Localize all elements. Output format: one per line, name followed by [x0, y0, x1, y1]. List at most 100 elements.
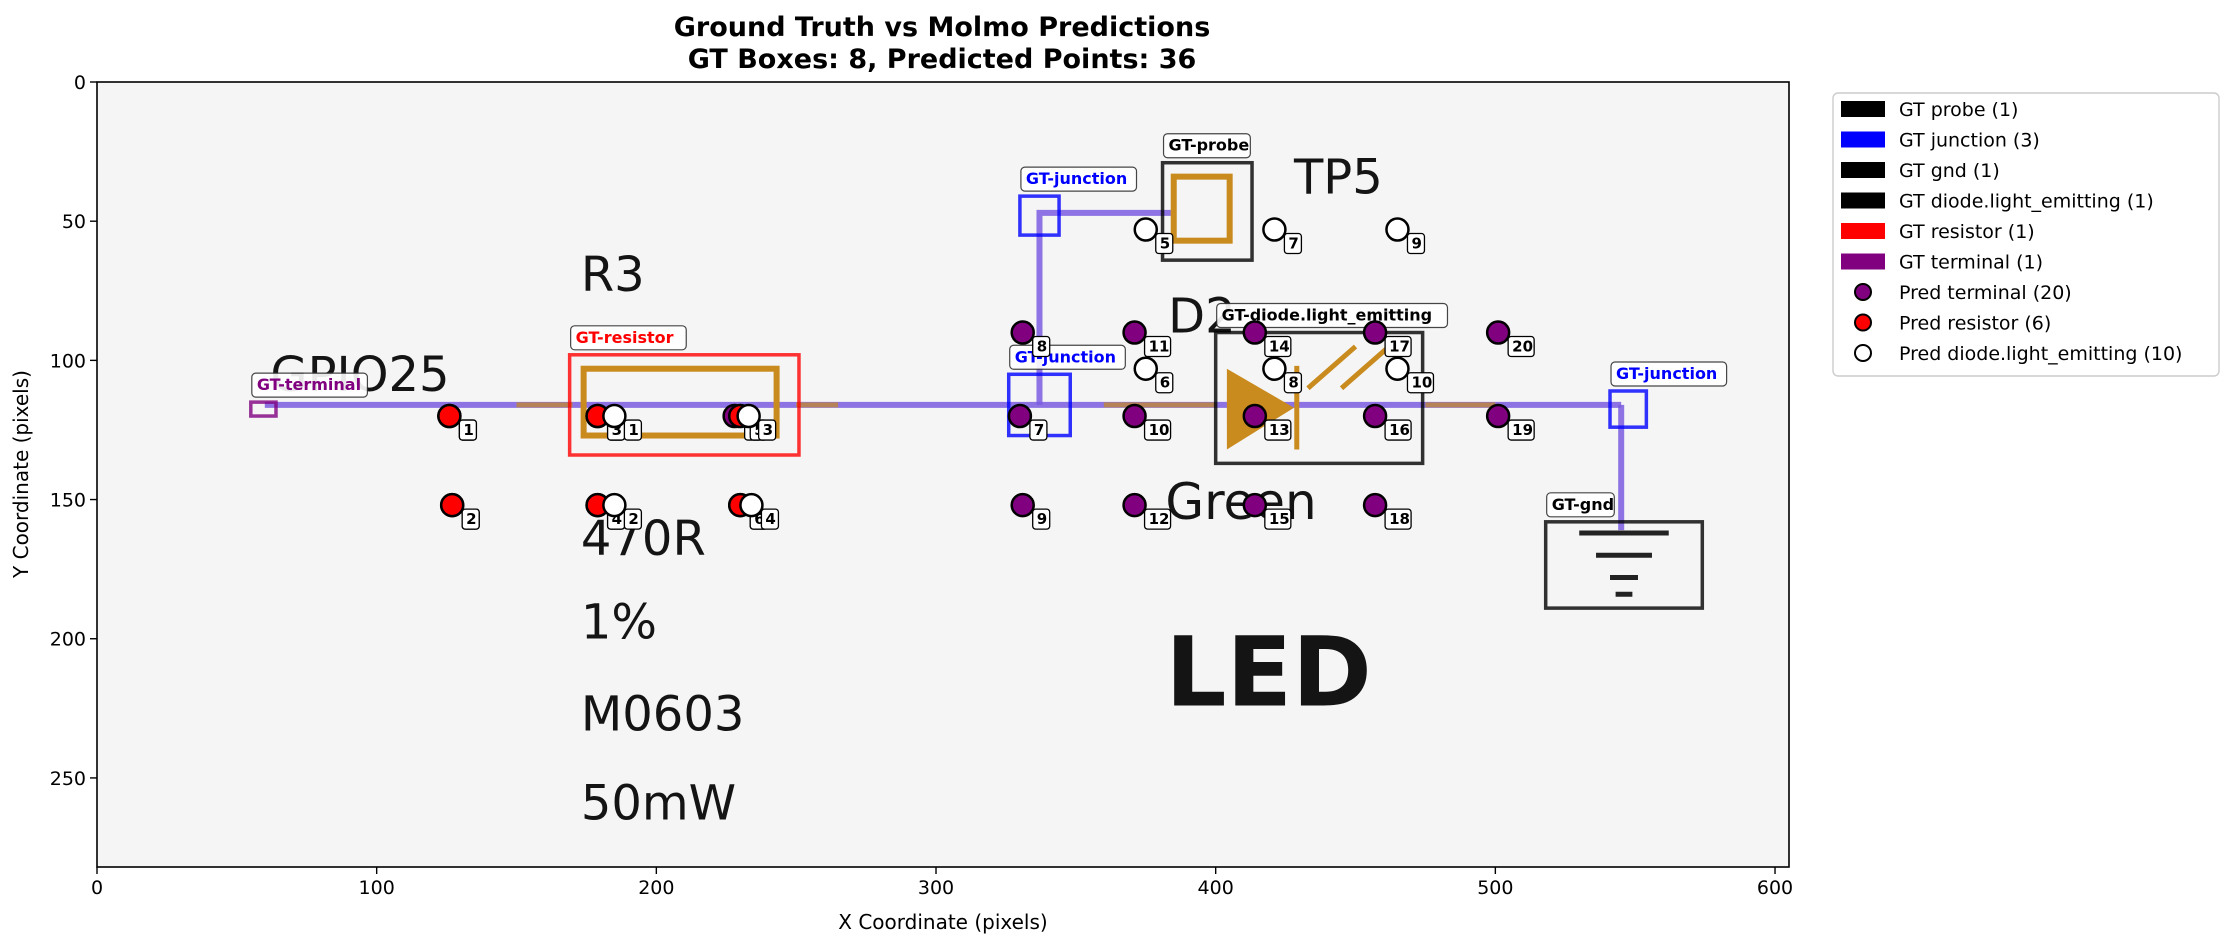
pred-point-label: 10: [1411, 374, 1432, 392]
x-tick-label: 200: [638, 877, 674, 899]
pred-point-label: 16: [1389, 421, 1410, 439]
schematic-label: M0603: [581, 687, 745, 743]
gt-label: GT-resistor: [576, 328, 674, 347]
pred-point: [1263, 358, 1285, 380]
y-tick-label: 200: [50, 629, 86, 651]
pred-point: [1487, 405, 1509, 427]
x-tick-label: 400: [1198, 877, 1234, 899]
legend-label: GT terminal (1): [1899, 252, 2043, 274]
y-tick-label: 100: [50, 350, 86, 372]
plot-background: [97, 82, 1789, 867]
pred-point: [1135, 219, 1157, 241]
pred-point: [1124, 494, 1146, 516]
pred-point-label: 20: [1512, 338, 1533, 356]
legend-swatch: [1841, 254, 1885, 270]
pred-point-label: 3: [763, 421, 773, 439]
legend-marker: [1855, 284, 1871, 300]
legend-swatch: [1841, 162, 1885, 178]
pred-point: [1263, 219, 1285, 241]
y-tick-label: 0: [74, 72, 86, 94]
pred-point: [1487, 322, 1509, 344]
gt-label: GT-probe: [1169, 136, 1250, 155]
pred-point-label: 14: [1269, 338, 1290, 356]
x-tick-label: 0: [91, 877, 103, 899]
pred-point-label: 1: [463, 421, 473, 439]
pred-point: [740, 494, 762, 516]
legend-label: Pred resistor (6): [1899, 313, 2051, 335]
pred-point-label: 15: [1269, 510, 1290, 528]
pred-point: [603, 405, 625, 427]
chart-subtitle: GT Boxes: 8, Predicted Points: 36: [688, 44, 1197, 75]
legend-label: GT junction (3): [1899, 130, 2040, 152]
pred-point-label: 2: [628, 510, 638, 528]
legend-label: Pred diode.light_emitting (10): [1899, 343, 2182, 365]
gt-label: GT-junction: [1616, 364, 1717, 383]
x-tick-label: 300: [918, 877, 954, 899]
pred-point: [1244, 494, 1266, 516]
pred-point-label: 7: [1034, 421, 1044, 439]
legend-marker: [1855, 315, 1871, 331]
gt-label: GT-gnd: [1552, 495, 1614, 514]
pred-point-label: 10: [1149, 421, 1170, 439]
legend-label: GT gnd (1): [1899, 160, 2000, 182]
y-axis: 0 50 100 150 200 250: [50, 72, 97, 790]
y-axis-label: Y Coordinate (pixels): [9, 370, 33, 579]
gt-label: GT-junction: [1026, 169, 1127, 188]
pred-point-label: 9: [1037, 510, 1047, 528]
pred-point-label: 6: [1160, 374, 1170, 392]
pred-point: [603, 494, 625, 516]
pred-point: [441, 494, 463, 516]
y-tick-label: 250: [50, 768, 86, 790]
x-tick-label: 500: [1477, 877, 1513, 899]
schematic-label: 50mW: [581, 776, 736, 832]
pred-point-label: 1: [628, 421, 638, 439]
pred-point: [1124, 322, 1146, 344]
y-tick-label: 50: [62, 211, 86, 233]
pred-point: [1124, 405, 1146, 427]
schematic-label: TP5: [1293, 149, 1383, 205]
pred-point: [1364, 322, 1386, 344]
pred-point: [1244, 405, 1266, 427]
x-tick-label: 600: [1757, 877, 1793, 899]
pred-point: [1012, 494, 1034, 516]
pred-point: [1364, 405, 1386, 427]
pred-point: [738, 405, 760, 427]
legend-label: GT resistor (1): [1899, 221, 2035, 243]
pred-point: [1364, 494, 1386, 516]
x-axis-label: X Coordinate (pixels): [838, 910, 1047, 934]
pred-point: [438, 405, 460, 427]
pred-point-label: 11: [1149, 338, 1170, 356]
pred-point-label: 17: [1389, 338, 1410, 356]
x-tick-label: 100: [359, 877, 395, 899]
pred-point-label: 13: [1269, 421, 1290, 439]
schematic-label: 470R: [581, 511, 706, 567]
pred-point: [1244, 322, 1266, 344]
pred-point-label: 2: [466, 510, 476, 528]
gt-label: GT-terminal: [257, 375, 361, 394]
legend-swatch: [1841, 193, 1885, 209]
legend-swatch: [1841, 223, 1885, 239]
pred-point: [1012, 322, 1034, 344]
pred-point-label: 7: [1288, 235, 1298, 253]
pred-point: [1386, 358, 1408, 380]
pred-point-label: 4: [765, 510, 775, 528]
legend-label: GT diode.light_emitting (1): [1899, 191, 2154, 213]
legend-label: GT probe (1): [1899, 99, 2018, 121]
legend-swatch: [1841, 101, 1885, 117]
pred-point-label: 12: [1149, 510, 1170, 528]
pred-point-label: 19: [1512, 421, 1533, 439]
x-axis: 0 100 200 300 400 500 600: [91, 867, 1793, 899]
pred-point-label: 5: [1160, 235, 1170, 253]
gt-label: GT-junction: [1015, 347, 1116, 366]
schematic-label: Green: [1165, 473, 1316, 531]
legend-marker: [1855, 345, 1871, 361]
schematic-label: LED: [1165, 617, 1371, 729]
schematic-label: 1%: [581, 595, 657, 651]
pred-point: [1386, 219, 1408, 241]
y-tick-label: 150: [50, 490, 86, 512]
pred-point: [1009, 405, 1031, 427]
pred-point-label: 18: [1389, 510, 1410, 528]
pred-point-label: 9: [1411, 235, 1421, 253]
